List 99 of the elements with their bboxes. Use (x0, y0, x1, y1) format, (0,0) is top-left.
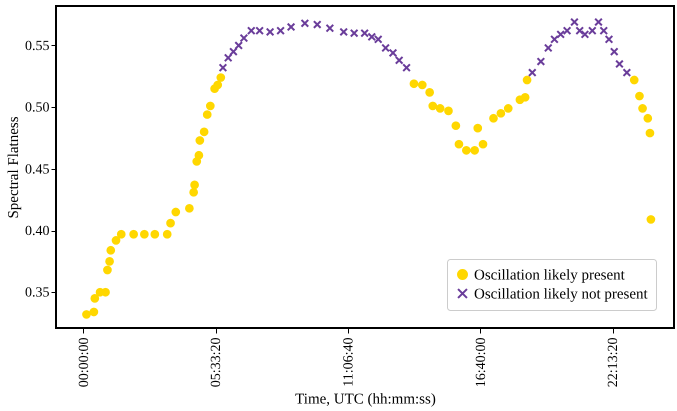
point (162, 230, 172, 239)
point (266, 28, 274, 36)
point (544, 44, 553, 52)
point (588, 26, 597, 36)
point (436, 104, 444, 113)
point (599, 26, 608, 36)
point (473, 124, 482, 132)
y-tick-label: 0.55 (25, 38, 50, 54)
point (240, 34, 248, 42)
x-tick-label: 22:13:20 (606, 338, 622, 388)
point (394, 56, 404, 65)
point (444, 106, 453, 116)
point (478, 140, 488, 149)
point (580, 30, 590, 39)
point (171, 208, 180, 216)
point (106, 246, 116, 255)
point (489, 114, 498, 123)
point (216, 73, 226, 82)
point (213, 80, 222, 90)
point (381, 44, 390, 52)
legend-label: Oscillation likely not present (474, 286, 649, 302)
point (190, 180, 199, 190)
point (360, 28, 369, 38)
point (367, 32, 376, 42)
point (615, 60, 624, 68)
point (643, 114, 652, 123)
point (462, 146, 471, 155)
point (229, 47, 238, 56)
point (622, 68, 632, 77)
y-tick-label: 0.35 (25, 286, 50, 301)
point (594, 18, 603, 26)
point (200, 127, 208, 136)
point (646, 128, 654, 138)
point (224, 53, 233, 62)
point (528, 68, 537, 77)
legend-label: Oscillation likely present (474, 268, 626, 284)
point (116, 230, 126, 239)
point (522, 76, 532, 84)
point (90, 308, 98, 316)
point (206, 102, 215, 110)
point (496, 108, 506, 118)
y-tick-label: 0.45 (25, 162, 50, 178)
x-tick-label: 00:00:00 (76, 338, 92, 388)
point (286, 22, 296, 32)
point (350, 28, 359, 38)
point (103, 266, 112, 274)
y-axis-title: Spectral Flatness (6, 116, 22, 219)
point (202, 110, 212, 119)
point (129, 230, 138, 239)
point (276, 26, 285, 36)
point (246, 26, 256, 36)
point (575, 26, 584, 36)
point (140, 230, 149, 239)
x-axis-title: Time, UTC (hh:mm:ss) (295, 391, 436, 408)
point (452, 121, 460, 130)
point (90, 294, 100, 303)
point (570, 18, 579, 26)
y-tick-label: 0.40 (25, 224, 50, 240)
point (112, 236, 120, 245)
point (638, 104, 647, 113)
point (604, 34, 614, 44)
x-tick-label: 05:33:20 (209, 338, 224, 388)
point (300, 18, 310, 28)
point (556, 30, 565, 39)
point (255, 26, 264, 36)
point (194, 150, 204, 160)
point (195, 136, 204, 145)
x-tick-label: 11:06:40 (342, 338, 356, 387)
point (470, 146, 480, 155)
point (635, 92, 644, 100)
point (410, 79, 418, 88)
point (402, 63, 411, 72)
point (504, 104, 513, 113)
point (550, 34, 559, 44)
point (312, 20, 322, 29)
y-tick-label: 0.50 (25, 100, 50, 116)
point (150, 230, 160, 239)
point (562, 26, 572, 36)
point (105, 257, 114, 266)
point (428, 102, 438, 110)
point (454, 140, 464, 149)
point (374, 34, 383, 44)
point (610, 47, 619, 56)
point (326, 24, 334, 33)
point (189, 188, 198, 197)
point (536, 57, 546, 66)
point (218, 63, 228, 72)
point (185, 204, 194, 213)
point (520, 92, 530, 102)
point (166, 218, 175, 228)
point (339, 28, 348, 36)
point (630, 76, 639, 84)
point (82, 310, 91, 319)
point (425, 88, 434, 97)
point (418, 80, 427, 90)
point (646, 215, 656, 224)
x-tick-label: 16:40:00 (474, 338, 489, 388)
point (388, 48, 398, 58)
point (234, 41, 244, 50)
